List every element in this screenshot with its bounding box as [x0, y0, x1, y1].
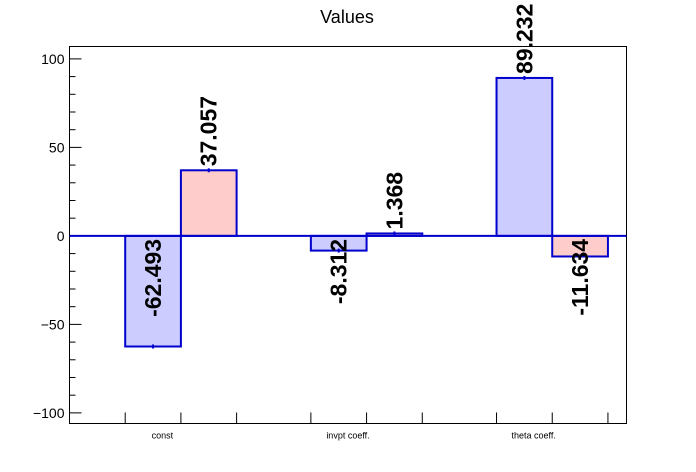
y-tick-label: −50	[41, 316, 65, 332]
y-axis: −100 −50 0 50 100	[33, 51, 82, 421]
bar	[124, 234, 182, 348]
x-axis: const invpt coeff. theta coeff.	[124, 412, 609, 441]
data-label: -62.493	[140, 239, 166, 317]
data-label: -8.312	[326, 239, 352, 304]
bar	[495, 76, 554, 237]
data-label: 89.232	[511, 4, 537, 74]
y-tick-label: 0	[57, 228, 65, 244]
chart-title: Values	[320, 7, 374, 27]
x-category-label: invpt coeff.	[326, 431, 369, 441]
data-label: -11.634	[567, 239, 593, 316]
y-tick-label: −100	[33, 405, 65, 421]
y-tick-label: 50	[49, 139, 65, 155]
x-category-label: theta coeff.	[511, 431, 555, 441]
bars	[124, 75, 609, 349]
bar	[179, 169, 238, 237]
data-labels: -62.493 -8.312 89.232 37.057 1.368 -11.634	[140, 4, 593, 317]
data-label: 1.368	[381, 172, 407, 230]
data-label: 37.057	[196, 96, 222, 166]
y-tick-label: 100	[41, 51, 65, 67]
x-category-label: const	[152, 431, 174, 441]
